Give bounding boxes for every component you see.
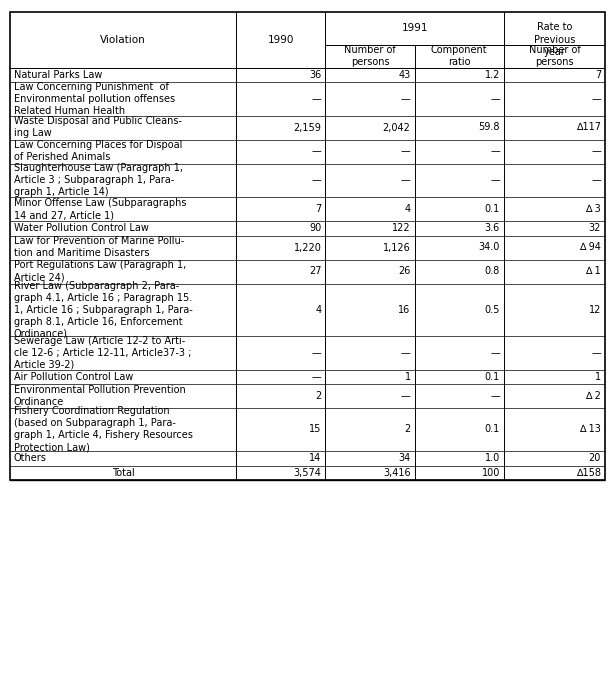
- Text: Water Pollution Control Law: Water Pollution Control Law: [14, 223, 149, 233]
- Text: Others: Others: [14, 453, 47, 463]
- Text: 1: 1: [405, 372, 411, 381]
- Text: 16: 16: [399, 305, 411, 315]
- Text: —: —: [490, 348, 500, 358]
- Text: ∆ 3: ∆ 3: [585, 204, 601, 214]
- Text: Component
ratio: Component ratio: [431, 44, 488, 67]
- Text: 0.1: 0.1: [485, 372, 500, 381]
- Text: 4: 4: [405, 204, 411, 214]
- Text: 0.8: 0.8: [485, 266, 500, 276]
- Text: —: —: [401, 391, 411, 401]
- Text: Violation: Violation: [100, 35, 146, 44]
- Text: 100: 100: [482, 468, 500, 478]
- Text: —: —: [312, 348, 322, 358]
- Text: 122: 122: [392, 223, 411, 233]
- Text: ∆158: ∆158: [576, 468, 601, 478]
- Text: 2,042: 2,042: [383, 123, 411, 133]
- Text: 2: 2: [404, 425, 411, 435]
- Text: Natural Parks Law: Natural Parks Law: [14, 69, 102, 80]
- Text: —: —: [401, 94, 411, 104]
- Text: ∆ 1: ∆ 1: [585, 266, 601, 276]
- Text: Waste Disposal and Public Cleans-
ing Law: Waste Disposal and Public Cleans- ing La…: [14, 117, 182, 138]
- Text: —: —: [591, 348, 601, 358]
- Text: Law Concerning Places for Dispoal
of Perished Animals: Law Concerning Places for Dispoal of Per…: [14, 140, 183, 162]
- Text: 43: 43: [399, 69, 411, 80]
- Text: Law Concerning Punishment  of
Environmental pollution offenses
Related Human Hea: Law Concerning Punishment of Environment…: [14, 82, 175, 116]
- Text: 7: 7: [315, 204, 322, 214]
- Text: 20: 20: [589, 453, 601, 463]
- Text: 1: 1: [595, 372, 601, 381]
- Text: —: —: [490, 175, 500, 185]
- Text: —: —: [312, 146, 322, 156]
- Text: 90: 90: [309, 223, 322, 233]
- Text: 15: 15: [309, 425, 322, 435]
- Text: 4: 4: [315, 305, 322, 315]
- Text: 1,126: 1,126: [383, 243, 411, 253]
- Text: 32: 32: [589, 223, 601, 233]
- Text: 2: 2: [315, 391, 322, 401]
- Text: 2,159: 2,159: [293, 123, 322, 133]
- Text: ∆ 13: ∆ 13: [579, 425, 601, 435]
- Bar: [10, 12, 605, 480]
- Text: 3,416: 3,416: [383, 468, 411, 478]
- Text: Minor Offense Law (Subparagraphs
14 and 27, Article 1): Minor Offense Law (Subparagraphs 14 and …: [14, 198, 186, 220]
- Text: Law for Prevention of Marine Pollu-
tion and Maritime Disasters: Law for Prevention of Marine Pollu- tion…: [14, 237, 184, 259]
- Text: 14: 14: [309, 453, 322, 463]
- Text: ∆ 94: ∆ 94: [579, 243, 601, 253]
- Text: 36: 36: [309, 69, 322, 80]
- Text: —: —: [312, 94, 322, 104]
- Text: 27: 27: [309, 266, 322, 276]
- Text: Fishery Coordination Regulation
(based on Subparagraph 1, Para-
graph 1, Article: Fishery Coordination Regulation (based o…: [14, 406, 193, 452]
- Text: Sewerage Law (Article 12-2 to Arti-
cle 12-6 ; Article 12-11, Article37-3 ;
Arti: Sewerage Law (Article 12-2 to Arti- cle …: [14, 336, 191, 370]
- Text: 59.8: 59.8: [478, 123, 500, 133]
- Text: 0.5: 0.5: [485, 305, 500, 315]
- Text: 3,574: 3,574: [293, 468, 322, 478]
- Text: 1990: 1990: [268, 35, 294, 44]
- Text: ∆ 2: ∆ 2: [585, 391, 601, 401]
- Text: 3.6: 3.6: [485, 223, 500, 233]
- Text: River Law (Subparagraph 2, Para-
graph 4.1, Article 16 ; Paragraph 15.
1, Articl: River Law (Subparagraph 2, Para- graph 4…: [14, 281, 192, 339]
- Text: 1,220: 1,220: [293, 243, 322, 253]
- Text: 34.0: 34.0: [478, 243, 500, 253]
- Text: 12: 12: [589, 305, 601, 315]
- Text: Slaughterhouse Law (Paragraph 1,
Article 3 ; Subparagraph 1, Para-
graph 1, Arti: Slaughterhouse Law (Paragraph 1, Article…: [14, 163, 183, 197]
- Text: Air Pollution Control Law: Air Pollution Control Law: [14, 372, 133, 381]
- Text: —: —: [312, 175, 322, 185]
- Text: —: —: [591, 94, 601, 104]
- Text: —: —: [490, 146, 500, 156]
- Text: Port Regulations Law (Paragraph 1,
Article 24): Port Regulations Law (Paragraph 1, Artic…: [14, 260, 186, 282]
- Text: 26: 26: [399, 266, 411, 276]
- Text: 1991: 1991: [402, 23, 428, 33]
- Text: 0.1: 0.1: [485, 204, 500, 214]
- Text: —: —: [401, 348, 411, 358]
- Text: —: —: [312, 372, 322, 381]
- Text: Total: Total: [112, 468, 135, 478]
- Text: Environmental Pollution Prevention
Ordinance: Environmental Pollution Prevention Ordin…: [14, 385, 186, 407]
- Text: ∆117: ∆117: [576, 123, 601, 133]
- Text: 1.0: 1.0: [485, 453, 500, 463]
- Text: Rate to
Previous
year: Rate to Previous year: [534, 22, 575, 57]
- Text: Number of
persons: Number of persons: [528, 44, 581, 67]
- Text: —: —: [490, 391, 500, 401]
- Text: 7: 7: [595, 69, 601, 80]
- Text: —: —: [591, 175, 601, 185]
- Text: —: —: [401, 146, 411, 156]
- Text: 34: 34: [399, 453, 411, 463]
- Text: Number of
persons: Number of persons: [344, 44, 396, 67]
- Text: 0.1: 0.1: [485, 425, 500, 435]
- Text: —: —: [490, 94, 500, 104]
- Text: —: —: [401, 175, 411, 185]
- Text: —: —: [591, 146, 601, 156]
- Text: 1.2: 1.2: [485, 69, 500, 80]
